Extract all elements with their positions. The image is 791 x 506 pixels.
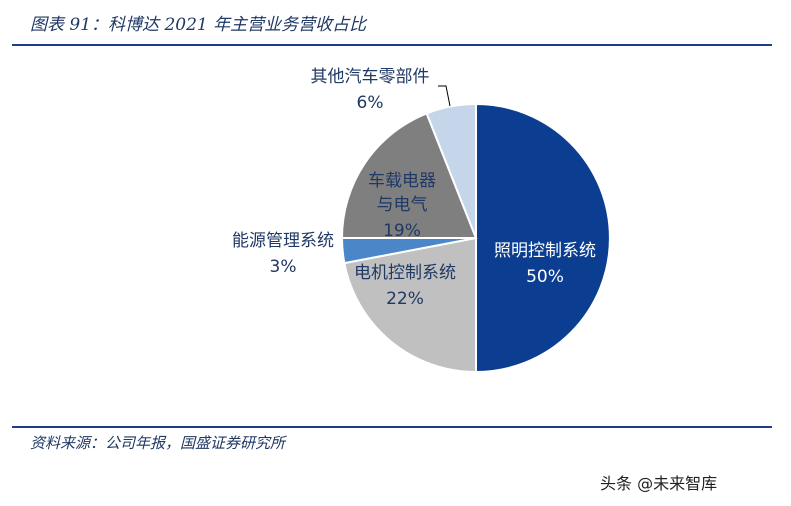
slice-percent-label: 50% [526, 267, 564, 287]
slice-name-label: 电机控制系统 [354, 263, 456, 283]
top-rule [12, 44, 772, 46]
slice-percent-label: 22% [386, 289, 424, 309]
slice-percent-label: 3% [270, 257, 297, 277]
pie-slice [340, 112, 478, 239]
slice-name-label: 与电气 [377, 195, 428, 215]
slice-name-label: 其他汽车零部件 [311, 67, 430, 87]
slice-name-label: 车载电器 [368, 171, 436, 191]
slice-name-label: 照明控制系统 [494, 241, 596, 261]
chart-title: 图表 91：科博达 2021 年主营业务营收占比 [30, 15, 367, 35]
slice-name-label: 能源管理系统 [232, 231, 334, 251]
source-note: 资料来源：公司年报，国盛证券研究所 [30, 434, 286, 452]
pie-slice [475, 102, 611, 374]
pie-slice [343, 236, 477, 374]
bottom-rule [12, 426, 772, 428]
pie-slice [425, 102, 477, 239]
watermark: 头条 @未来智库 [600, 470, 717, 494]
leader-line [438, 85, 451, 107]
watermark-text: 头条 @未来智库 [600, 474, 718, 493]
slice-percent-label: 19% [383, 221, 421, 241]
slice-percent-label: 6% [357, 93, 384, 113]
